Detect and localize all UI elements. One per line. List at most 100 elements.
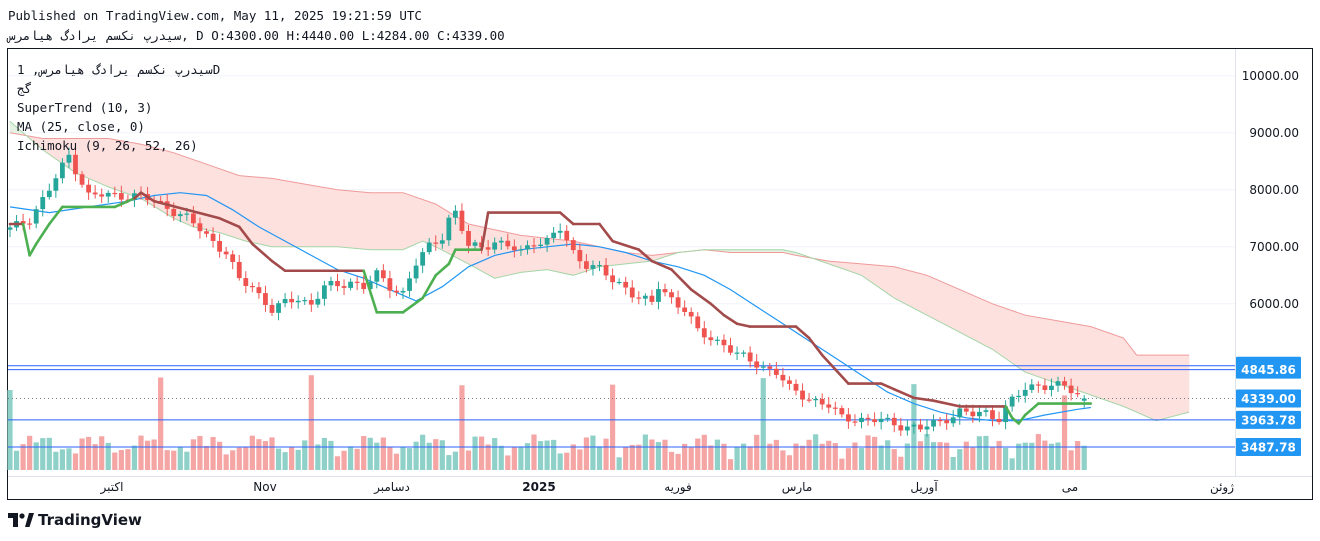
- cloud-segment: [1129, 345, 1137, 413]
- price-axis[interactable]: 10000.00 9000.00 8000.00 7000.00 6000.00: [1242, 69, 1299, 311]
- candle-body: [656, 289, 661, 302]
- supertrend-segment: [722, 313, 739, 326]
- supertrend-segment: [879, 382, 896, 391]
- volume-bar: [13, 450, 20, 470]
- legend-ichimoku[interactable]: Ichimoku (9, 26, 52, 26): [17, 138, 198, 153]
- candle-body: [348, 281, 353, 288]
- candle-body: [92, 192, 98, 195]
- candle-body: [800, 390, 805, 400]
- price-tick-label: 6000.00: [1249, 297, 1299, 311]
- cloud-segment: [599, 246, 607, 268]
- time-axis[interactable]: اکتبر Nov دسامبر 2025 فوریه مارس آوریل می ژوئن: [100, 479, 1235, 495]
- volume-bar: [269, 437, 275, 470]
- supertrend-segment: [251, 242, 274, 263]
- candle-body: [878, 418, 884, 423]
- supertrend-segment: [1010, 416, 1021, 425]
- candle-body: [747, 352, 753, 362]
- volume-bar: [937, 442, 943, 470]
- candle-body: [459, 210, 465, 231]
- candle-body: [466, 230, 471, 246]
- volume-bar: [380, 437, 386, 470]
- candle-body: [420, 252, 426, 266]
- candle-body: [453, 210, 458, 218]
- candle-body: [505, 240, 511, 247]
- volume-bar: [151, 439, 157, 470]
- cloud-segment: [1169, 354, 1177, 418]
- volume-bar: [131, 445, 138, 470]
- volume-bar: [406, 448, 413, 470]
- cloud-segment: [1136, 354, 1144, 416]
- cloud-segment: [527, 235, 535, 273]
- volume-bar: [230, 450, 236, 470]
- legend-ma[interactable]: MA (25, close, 0): [17, 119, 145, 134]
- cloud-segment: [245, 175, 253, 243]
- price-tag-label: 4339.00: [1241, 392, 1296, 406]
- supertrend-segment: [650, 259, 673, 271]
- volume-bar: [433, 439, 439, 470]
- cloud-segment: [225, 170, 233, 238]
- candle-body: [695, 316, 701, 329]
- candle-body: [367, 281, 373, 290]
- candle-body: [551, 232, 557, 239]
- candle-body: [610, 275, 615, 283]
- cloud-segment: [369, 192, 378, 250]
- candle-body: [734, 352, 740, 354]
- volume-bar: [754, 434, 760, 470]
- candle-body: [728, 345, 733, 353]
- volume-bar: [682, 443, 688, 470]
- volume-bar: [46, 437, 52, 470]
- tradingview-brand[interactable]: TradingView: [8, 511, 142, 529]
- candle-body: [20, 221, 26, 224]
- cloud-segment: [284, 180, 292, 248]
- cloud-segment: [383, 192, 391, 250]
- candle-body: [983, 410, 989, 412]
- candle-body: [210, 233, 216, 242]
- supertrend-segment: [401, 296, 424, 314]
- price-tag-label: 3963.78: [1241, 413, 1296, 427]
- price-level-lines: [8, 365, 1235, 448]
- volume-bar: [741, 443, 747, 470]
- volume-bar: [642, 434, 648, 470]
- candle-body: [1042, 385, 1048, 390]
- cloud-segment: [304, 183, 312, 248]
- volume-bar: [92, 444, 98, 470]
- volume-bar: [760, 378, 766, 470]
- supertrend-segment: [1023, 402, 1040, 417]
- volume-bar: [858, 448, 865, 470]
- volume-bar: [223, 454, 229, 470]
- volume-bar: [557, 453, 563, 470]
- volume-bar: [367, 437, 373, 470]
- supertrend-segment: [480, 211, 490, 251]
- volume-bar: [708, 445, 714, 470]
- volume-bar: [348, 446, 354, 470]
- supertrend-segment: [1004, 405, 1014, 420]
- cloud-segment: [1162, 354, 1170, 420]
- volume-bar: [262, 441, 269, 470]
- candle-body: [511, 246, 517, 251]
- cloud-segment: [278, 179, 286, 248]
- volume-bar: [577, 449, 583, 470]
- volume-bar: [898, 456, 904, 470]
- candle-body: [944, 420, 950, 424]
- supertrend-segment: [670, 268, 693, 291]
- volume-bar: [144, 440, 151, 470]
- tradingview-logo-icon: [8, 513, 34, 527]
- cloud-segment: [324, 187, 332, 248]
- supertrend-segment: [558, 211, 575, 226]
- candle-body: [263, 293, 268, 305]
- legend-supertrend[interactable]: SuperTrend (10, 3): [17, 100, 153, 115]
- candle-body: [570, 240, 576, 251]
- volume-bar: [1075, 441, 1081, 470]
- volume-bar: [164, 450, 170, 470]
- candle-body: [682, 307, 688, 312]
- candle-body: [308, 300, 314, 305]
- volume-bar: [295, 449, 301, 470]
- volume-bar: [1061, 395, 1068, 470]
- candle-body: [708, 337, 714, 341]
- cloud-segment: [350, 190, 358, 249]
- candle-body: [492, 242, 498, 250]
- candle-body: [184, 213, 190, 215]
- time-tick-label: اکتبر: [100, 480, 124, 495]
